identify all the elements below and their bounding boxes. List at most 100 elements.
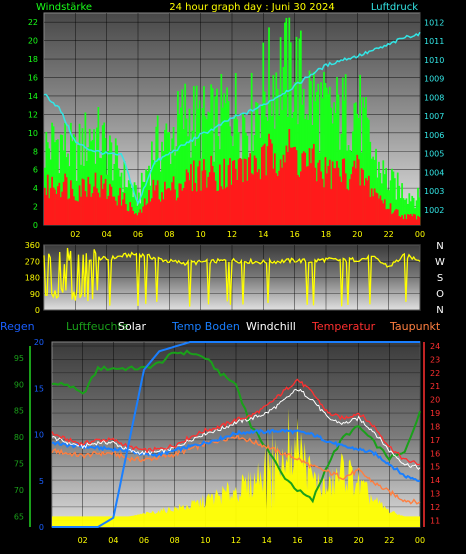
wind-gust-bar [346, 150, 348, 225]
wind-gust-bar [347, 145, 350, 225]
wind-avg-bar [70, 180, 72, 225]
wind-avg-bar [284, 162, 286, 225]
wind-gust-bar [236, 119, 239, 225]
wind-avg-bar [201, 170, 204, 225]
wind-direction-line [43, 247, 421, 307]
wind-gust-bar [221, 107, 224, 225]
wind-avg-bar [232, 161, 234, 225]
wind-gust-bar [207, 111, 210, 225]
wind-avg-bar [334, 168, 337, 225]
wind-gust-bar [164, 129, 166, 225]
wind-gust-bar [310, 80, 312, 226]
wind-gust-bar [45, 131, 48, 225]
wind-avg-bar [372, 196, 375, 225]
wind-avg-bar [218, 164, 221, 225]
pressure-y-tick-label: 1008 [424, 93, 444, 102]
wind-gust-bar [411, 195, 414, 225]
wind-y-tick-label: 14 [28, 92, 38, 101]
pressure-line [43, 31, 421, 206]
wind-avg-bar [262, 145, 265, 225]
wind-avg-bar [292, 147, 295, 225]
wind-gust-bar [216, 88, 218, 226]
wind-avg-bar [312, 143, 315, 225]
wind-gust-bar [398, 185, 401, 225]
wind-avg-bar [255, 158, 257, 225]
wind-gust-bar [265, 116, 268, 225]
wind-avg-bar [369, 197, 372, 225]
wind-avg-bar [246, 180, 249, 225]
wind-avg-bar [294, 146, 296, 225]
wind-avg-bar [64, 173, 66, 225]
wind-avg-bar [239, 158, 241, 225]
wind-gust-bar [181, 89, 184, 226]
wind-avg-bar [190, 164, 192, 225]
wind-avg-bar [98, 197, 101, 225]
wind-gust-bar [412, 197, 415, 225]
wind-gust-bar [162, 151, 165, 225]
wind-avg-bar [74, 200, 77, 225]
wind-avg-bar [418, 216, 421, 225]
humidity-y-tick-label: 95 [14, 354, 24, 363]
wind-avg-bar [234, 168, 237, 225]
wind-avg-bar [175, 200, 178, 225]
wind-gust-bar [288, 17, 291, 225]
wind-gust-bar [116, 145, 119, 225]
wind-gust-bar [328, 86, 331, 226]
temperature-line [51, 378, 421, 466]
solar-area [52, 408, 420, 527]
compass-label: S [437, 273, 443, 284]
wind-y-tick-label: 0 [33, 221, 38, 230]
wind-avg-bar [78, 185, 81, 225]
wind-gust-bar [90, 141, 93, 225]
wind-gust-bar [366, 117, 369, 225]
wind-avg-bar [93, 186, 95, 225]
wind-avg-bar [344, 173, 347, 225]
wind-y-tick-label: 10 [28, 129, 38, 138]
wind-avg-bar [207, 176, 210, 225]
wind-avg-bar [204, 170, 207, 225]
wind-avg-bar [373, 188, 376, 225]
wind-avg-bar [119, 187, 121, 225]
wind-avg-bar [318, 160, 321, 225]
wind-avg-bar [158, 199, 160, 225]
rain-y-tick-label: 5 [39, 477, 44, 486]
wind-avg-bar [164, 181, 166, 225]
wind-avg-bar [389, 203, 392, 225]
wind-avg-bar [177, 197, 179, 225]
wind-gust-bar [159, 171, 162, 225]
wind-avg-bar [347, 190, 350, 225]
wind-avg-bar [149, 201, 152, 225]
wind-gust-bar [210, 84, 213, 225]
wind-avg-bar [405, 219, 408, 225]
wind-gust-bar [211, 88, 214, 225]
wind-avg-bar [65, 177, 68, 225]
wind-avg-bar [354, 168, 357, 225]
wind-x-tick-label: 08 [164, 230, 174, 239]
wind-avg-bar [242, 182, 244, 225]
wind-gust-bar [113, 163, 116, 225]
wind-gust-bar [178, 113, 181, 225]
wind-avg-bar [72, 196, 75, 225]
wind-gust-bar [142, 181, 145, 225]
wind-avg-bar [396, 209, 399, 225]
wind-avg-bar [406, 214, 409, 225]
wind-avg-bar [84, 191, 87, 225]
wind-gust-bar [130, 188, 133, 225]
wind-avg-bar [260, 147, 263, 225]
temperature-y-tick-label: 12 [430, 503, 440, 512]
wind-avg-bar [333, 168, 335, 225]
wind-avg-bar [162, 199, 165, 225]
wind-gust-bar [227, 100, 230, 225]
climate-x-tick-labels: 02 04 06 08 10 12 14 16 18 20 22 00 [78, 536, 426, 545]
wind-avg-bar [192, 160, 195, 225]
wind-avg-bar [91, 193, 94, 225]
wind-avg-bar [375, 192, 377, 225]
compass-label: N [436, 305, 443, 316]
climate-x-tick-label: 10 [200, 536, 210, 545]
wind-avg-bar [385, 209, 388, 225]
wind-y-tick-label: 16 [28, 74, 38, 83]
wind-avg-bar [166, 188, 169, 225]
wind-avg-bar [336, 161, 338, 225]
wind-x-tick-label: 22 [384, 230, 394, 239]
